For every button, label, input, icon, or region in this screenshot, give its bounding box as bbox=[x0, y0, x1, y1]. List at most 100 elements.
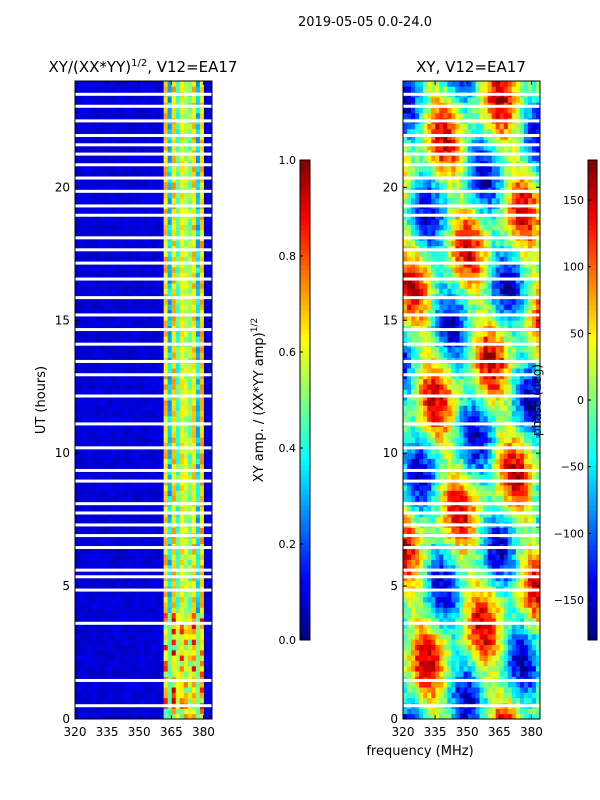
heatmap-cell bbox=[447, 607, 452, 614]
heatmap-cell bbox=[91, 171, 96, 178]
heatmap-cell bbox=[203, 596, 209, 603]
heatmap-cell bbox=[83, 96, 88, 103]
heatmap-cell bbox=[87, 314, 92, 321]
heatmap-cell bbox=[135, 415, 140, 422]
heatmap-cell bbox=[167, 261, 173, 268]
heatmap-cell bbox=[403, 607, 408, 614]
heatmap-cell bbox=[155, 107, 161, 114]
heatmap-cell bbox=[143, 107, 148, 114]
heatmap-cell bbox=[499, 617, 505, 624]
heatmap-cell bbox=[167, 469, 173, 475]
heatmap-cell bbox=[119, 346, 124, 353]
heatmap-cell bbox=[467, 665, 472, 672]
heatmap-cell bbox=[167, 671, 173, 677]
heatmap-cell bbox=[479, 681, 484, 688]
heatmap-cell bbox=[175, 208, 181, 215]
heatmap-cell bbox=[107, 548, 112, 555]
heatmap-cell bbox=[419, 633, 424, 640]
heatmap-cell bbox=[203, 272, 209, 279]
heatmap-cell bbox=[143, 224, 148, 231]
heatmap-cell bbox=[175, 485, 181, 491]
heatmap-cell bbox=[139, 516, 144, 523]
heatmap-cell bbox=[183, 336, 189, 342]
heatmap-cell bbox=[131, 447, 136, 454]
heatmap-cell bbox=[75, 298, 80, 305]
heatmap-cell bbox=[183, 575, 189, 582]
heatmap-cell bbox=[143, 261, 148, 268]
heatmap-cell bbox=[499, 692, 505, 699]
heatmap-cell bbox=[87, 208, 92, 215]
heatmap-cell bbox=[99, 197, 104, 204]
heatmap-cell bbox=[91, 490, 96, 497]
heatmap-cell bbox=[75, 697, 80, 704]
heatmap-cell bbox=[191, 431, 197, 438]
heatmap-cell bbox=[203, 623, 209, 630]
heatmap-cell bbox=[123, 479, 128, 486]
heatmap-cell bbox=[107, 283, 112, 289]
heatmap-cell bbox=[111, 309, 116, 316]
heatmap-cell bbox=[463, 655, 468, 661]
heatmap-cell bbox=[171, 575, 177, 582]
heatmap-cell bbox=[175, 128, 181, 135]
heatmap-cell bbox=[527, 681, 533, 688]
heatmap-cell bbox=[451, 639, 456, 645]
heatmap-cell bbox=[183, 431, 189, 438]
heatmap-cell bbox=[95, 447, 100, 454]
heatmap-cell bbox=[139, 96, 144, 103]
heatmap-cell bbox=[187, 96, 193, 103]
heatmap-cell bbox=[139, 506, 144, 513]
heatmap-cell bbox=[187, 272, 193, 279]
heatmap-cell bbox=[179, 431, 185, 438]
heatmap-cell bbox=[95, 506, 100, 513]
heatmap-cell bbox=[135, 665, 140, 672]
heatmap-cell bbox=[103, 267, 108, 273]
data-gap bbox=[75, 446, 212, 450]
heatmap-cell bbox=[463, 607, 468, 614]
heatmap-cell bbox=[111, 277, 116, 284]
heatmap-cell bbox=[183, 485, 189, 491]
heatmap-cell bbox=[127, 309, 132, 316]
heatmap-cell bbox=[135, 538, 140, 544]
heatmap-cell bbox=[103, 123, 108, 130]
heatmap-cell bbox=[203, 219, 209, 225]
heatmap-cell bbox=[75, 256, 80, 263]
heatmap-cell bbox=[499, 681, 505, 688]
colorbar-segment bbox=[300, 630, 310, 636]
heatmap-cell bbox=[111, 612, 116, 619]
heatmap-cell bbox=[131, 538, 136, 544]
heatmap-cell bbox=[203, 474, 209, 481]
heatmap-cell bbox=[187, 437, 193, 443]
heatmap-cell bbox=[187, 442, 193, 449]
heatmap-cell bbox=[159, 687, 165, 693]
heatmap-cell bbox=[91, 415, 96, 422]
heatmap-cell bbox=[191, 277, 197, 284]
heatmap-cell bbox=[167, 479, 173, 486]
colorbar-segment bbox=[300, 330, 310, 336]
heatmap-cell bbox=[183, 580, 189, 587]
heatmap-cell bbox=[99, 346, 104, 353]
heatmap-cell bbox=[507, 655, 513, 661]
heatmap-cell bbox=[203, 320, 209, 326]
heatmap-cell bbox=[207, 166, 213, 172]
heatmap-cell bbox=[479, 644, 484, 651]
heatmap-cell bbox=[139, 208, 144, 215]
heatmap-cell bbox=[119, 538, 124, 544]
heatmap-cell bbox=[191, 463, 197, 470]
heatmap-cell bbox=[107, 197, 112, 204]
heatmap-cell bbox=[447, 697, 452, 704]
heatmap-cell bbox=[103, 602, 108, 608]
heatmap-cell bbox=[91, 570, 96, 576]
heatmap-cell bbox=[431, 713, 436, 720]
heatmap-cell bbox=[119, 176, 124, 183]
heatmap-cell bbox=[207, 197, 213, 204]
heatmap-cell bbox=[183, 277, 189, 284]
heatmap-cell bbox=[115, 378, 120, 385]
heatmap-cell bbox=[143, 272, 148, 279]
heatmap-cell bbox=[527, 655, 533, 661]
heatmap-cell bbox=[151, 538, 156, 544]
heatmap-cell bbox=[407, 713, 412, 720]
heatmap-cell bbox=[183, 405, 189, 412]
heatmap-cell bbox=[187, 580, 193, 587]
heatmap-cell bbox=[155, 352, 161, 358]
heatmap-cell bbox=[527, 660, 533, 667]
